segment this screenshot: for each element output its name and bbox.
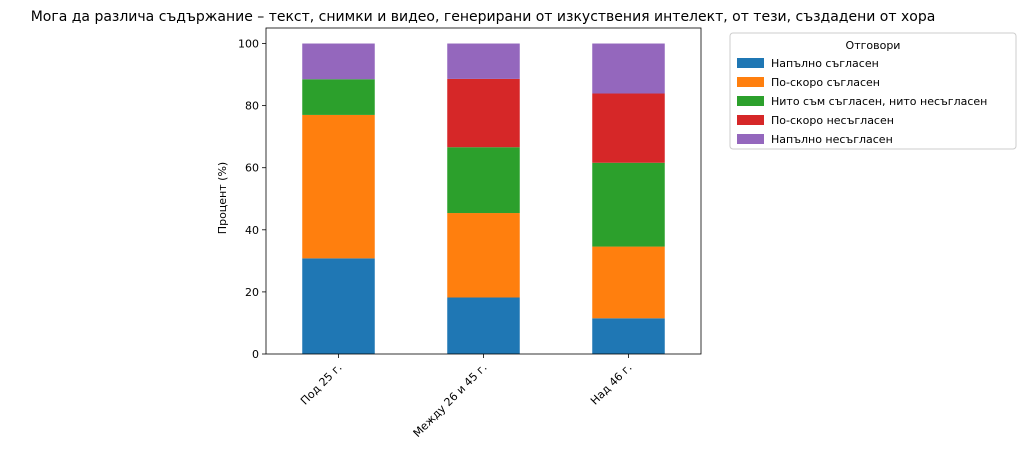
bar-segment-2-2	[447, 213, 520, 298]
bar-segment-4-2	[447, 78, 520, 148]
legend-frame	[729, 32, 1017, 150]
y-tick-label: 0	[252, 348, 259, 361]
legend-swatch-5	[737, 134, 764, 144]
bar-segment-4-3	[592, 93, 665, 163]
chart-title: Мога да различа съдържание – текст, сним…	[31, 9, 936, 25]
x-tick-label: Под 25 г.	[298, 361, 345, 408]
bar-segment-2-1	[302, 114, 375, 259]
bar-segment-5-2	[447, 43, 520, 79]
y-tick-label: 60	[245, 162, 259, 175]
bar-segment-1-2	[447, 297, 520, 354]
legend-swatch-4	[737, 115, 764, 125]
legend-swatch-2	[737, 77, 764, 87]
legend-swatch-1	[737, 58, 764, 68]
plot-area: 0 20 40 60 80 100 Под 25 г. Между 26 и 45 г. Над…	[238, 27, 702, 440]
y-tick-label: 40	[245, 224, 259, 237]
x-tick-label: Между 26 и 45 г.	[411, 361, 490, 440]
y-axis-label: Процент (%)	[216, 162, 229, 234]
legend-label-5: Напълно несъгласен	[771, 133, 893, 146]
legend-items: Напълно съгласен По-скоро съгласен Нито съ…	[737, 57, 987, 146]
bar-segment-1-1	[302, 258, 375, 354]
legend-swatch-3	[737, 96, 764, 106]
bar-segment-2-3	[592, 246, 665, 319]
x-tick-label: Над 46 г.	[588, 361, 635, 408]
legend-label-1: Напълно съгласен	[771, 57, 879, 70]
bar-segment-1-3	[592, 318, 665, 354]
y-tick-label: 80	[245, 100, 259, 113]
bar-segment-3-2	[447, 147, 520, 214]
bar-segment-3-1	[302, 79, 375, 115]
bar-segment-5-1	[302, 43, 375, 80]
bar-segment-3-3	[592, 162, 665, 247]
legend-title: Отговори	[846, 39, 901, 52]
legend-label-3: Нито съм съгласен, нито несъгласен	[771, 95, 987, 108]
legend-label-4: По-скоро несъгласен	[771, 114, 894, 127]
y-tick-label: 20	[245, 286, 259, 299]
legend: Отговори Напълно съгласен По-скоро съглас…	[729, 32, 1017, 150]
y-tick-label: 100	[238, 38, 259, 51]
legend-label-2: По-скоро съгласен	[771, 76, 880, 89]
bar-segment-5-3	[592, 43, 665, 94]
